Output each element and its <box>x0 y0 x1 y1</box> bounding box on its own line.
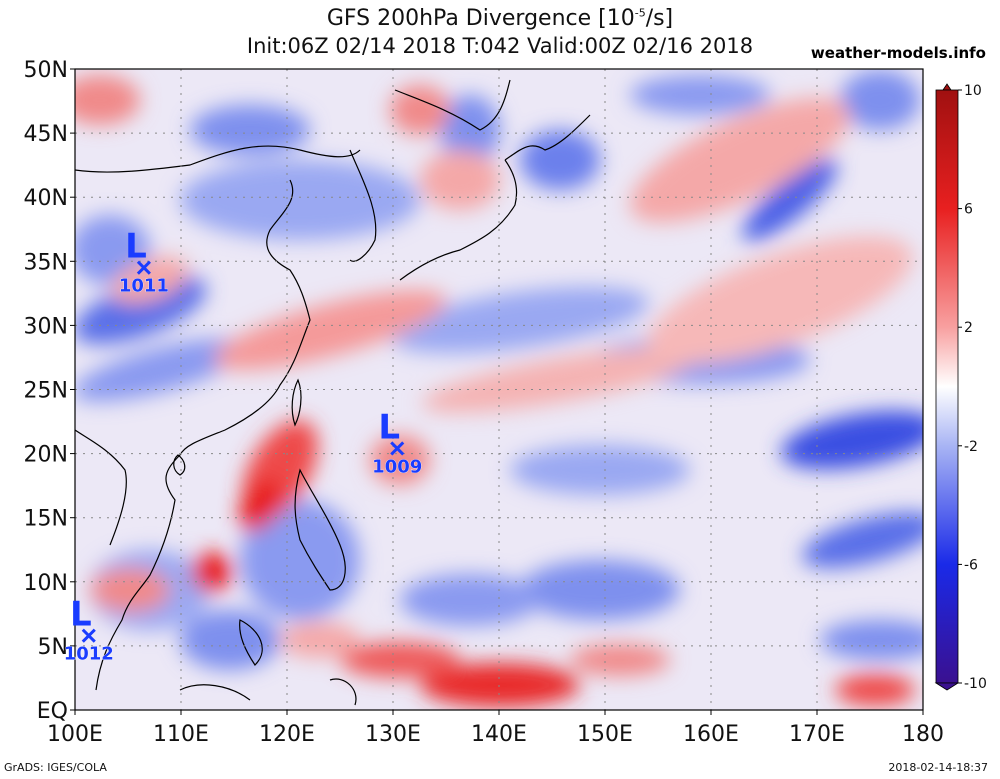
low-center-x <box>81 628 96 643</box>
lon-label: 180 <box>902 722 944 747</box>
grads-credit: GrADS: IGES/COLA <box>4 761 107 774</box>
low-letter: L <box>125 227 147 267</box>
lon-label: 110E <box>153 722 209 747</box>
colorbar-labels: 10 6 2 -2 -6 -10 <box>958 83 987 692</box>
low-center-x <box>390 441 405 456</box>
latitude-labels: 50N 45N 40N 35N 30N 25N 20N 15N 10N 5N EQ <box>24 58 75 724</box>
lon-label: 130E <box>365 722 421 747</box>
lon-label: 120E <box>259 722 315 747</box>
lat-label: 40N <box>24 186 68 211</box>
colorbar-label: 6 <box>964 202 973 218</box>
lat-label: EQ <box>37 699 68 724</box>
render-timestamp: 2018-02-14-18:37 <box>888 761 988 774</box>
lat-label: 45N <box>24 122 68 147</box>
low-pressure-value: 1011 <box>119 276 169 297</box>
chart-title: GFS 200hPa Divergence [10-5/s] <box>326 6 674 31</box>
longitude-labels: 100E 110E 120E 130E 140E 150E 160E 170E 180 <box>47 710 944 747</box>
chart-subtitle: Init:06Z 02/14 2018 T:042 Valid:00Z 02/1… <box>246 34 754 58</box>
lat-label: 30N <box>24 314 68 339</box>
site-credit: weather-models.info <box>810 44 986 62</box>
lat-lon-grid <box>75 69 923 710</box>
low-pressure-value: 1012 <box>64 644 114 665</box>
low-letter: L <box>70 595 92 635</box>
lat-label: 15N <box>24 507 68 532</box>
colorbar: 10 6 2 -2 -6 -10 <box>934 83 987 692</box>
low-pressure-markers: L 1011 L 1009 L 1012 <box>63 227 423 665</box>
colorbar-top-arrow <box>942 83 952 91</box>
colorbar-bar <box>935 89 959 684</box>
lat-label: 10N <box>24 571 68 596</box>
colorbar-label: -2 <box>964 439 978 455</box>
colorbar-label: 2 <box>964 320 973 336</box>
lon-label: 160E <box>683 722 739 747</box>
lat-label: 5N <box>38 635 68 660</box>
colorbar-label: -6 <box>964 557 978 573</box>
low-center-x <box>136 260 151 275</box>
colorbar-label: -10 <box>964 676 987 692</box>
lat-label: 25N <box>24 379 68 404</box>
divergence-field <box>75 69 923 710</box>
colorbar-label: 10 <box>964 83 982 99</box>
lon-label: 140E <box>471 722 527 747</box>
low-letter: L <box>378 407 400 447</box>
lat-label: 35N <box>24 250 68 275</box>
lat-label: 20N <box>24 443 68 468</box>
lat-label: 50N <box>24 58 68 83</box>
low-pressure-center: L 1011 <box>119 227 170 297</box>
low-pressure-center: L 1012 <box>63 595 114 665</box>
low-pressure-value: 1009 <box>372 456 422 477</box>
low-pressure-center: L 1009 <box>372 407 423 477</box>
lon-label: 100E <box>47 722 103 747</box>
lon-label: 150E <box>577 722 633 747</box>
lon-label: 170E <box>789 722 845 747</box>
colorbar-bottom-arrow <box>934 682 960 691</box>
